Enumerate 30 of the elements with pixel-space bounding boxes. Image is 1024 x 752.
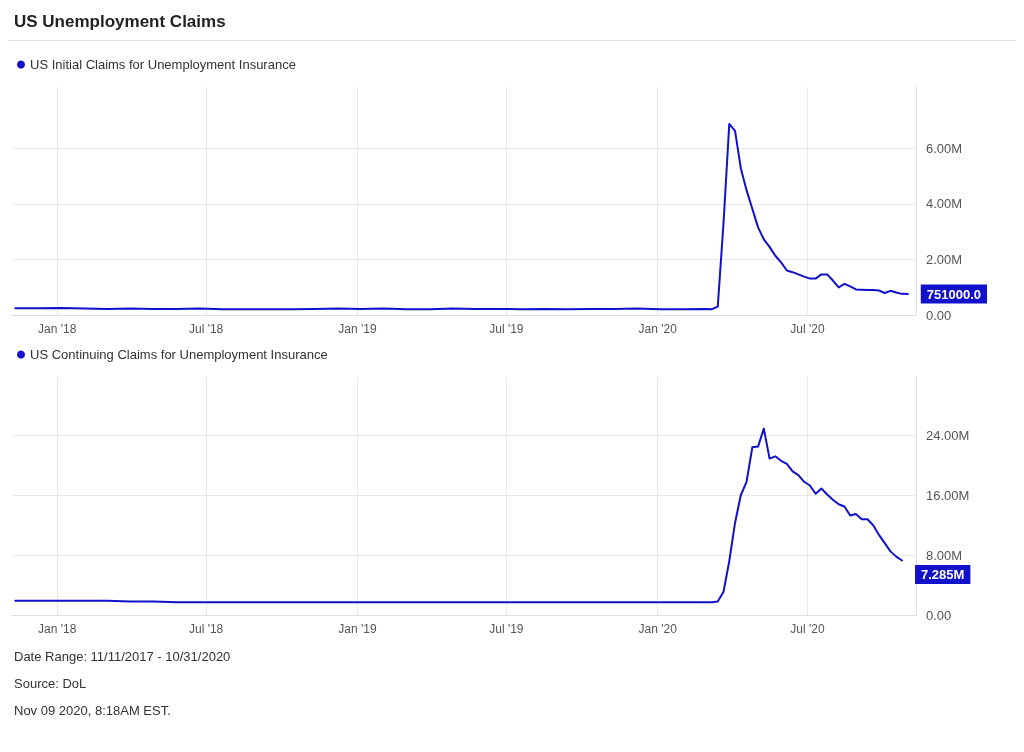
y-tick-label: 8.00M <box>926 547 963 563</box>
text: Date Range: 11/11/2017 - 10/31/2020 <box>13 648 232 666</box>
legend-label: US Continuing Claims for Unemployment Insurance <box>30 347 328 362</box>
x-tick-label: Jan '19 <box>338 322 377 336</box>
x-tick-label: Jan '18 <box>38 622 77 636</box>
line-series <box>14 427 904 604</box>
y-tick-label: 6.00M <box>926 140 963 156</box>
text: Nov 09 2020, 8:18AM EST. <box>13 702 172 720</box>
x-tick-label: Jan '20 <box>638 322 678 336</box>
y-tick-label: 0.00 <box>926 307 952 323</box>
line-series <box>14 122 909 311</box>
x-tick-label: Jul '19 <box>489 322 524 336</box>
y-tick-label: 0.00 <box>926 607 952 623</box>
y-tick-label: 4.00M <box>926 196 963 212</box>
y-tick-label: 24.00M <box>926 427 970 443</box>
x-tick-label: Jul '19 <box>489 622 524 636</box>
y-tick-label: 16.00M <box>926 487 970 503</box>
x-tick-label: Jul '18 <box>188 622 224 636</box>
x-tick-label: Jul '20 <box>790 622 825 636</box>
x-tick-label: Jan '20 <box>638 622 678 636</box>
annotation: 7.285M <box>921 566 965 582</box>
y-tick-label: 2.00M <box>926 251 963 267</box>
x-tick-label: Jan '19 <box>338 622 377 636</box>
source-note: Source: DoL <box>13 675 88 693</box>
chart-title: US Unemployment Claims <box>8 8 1016 41</box>
legend-label: US Initial Claims for Unemployment Insurance <box>30 57 296 72</box>
annotation: 751000.0 <box>926 286 982 302</box>
x-tick-label: Jan '18 <box>38 322 77 336</box>
x-tick-label: Jul '20 <box>790 322 825 336</box>
x-tick-label: Jul '18 <box>188 322 224 336</box>
